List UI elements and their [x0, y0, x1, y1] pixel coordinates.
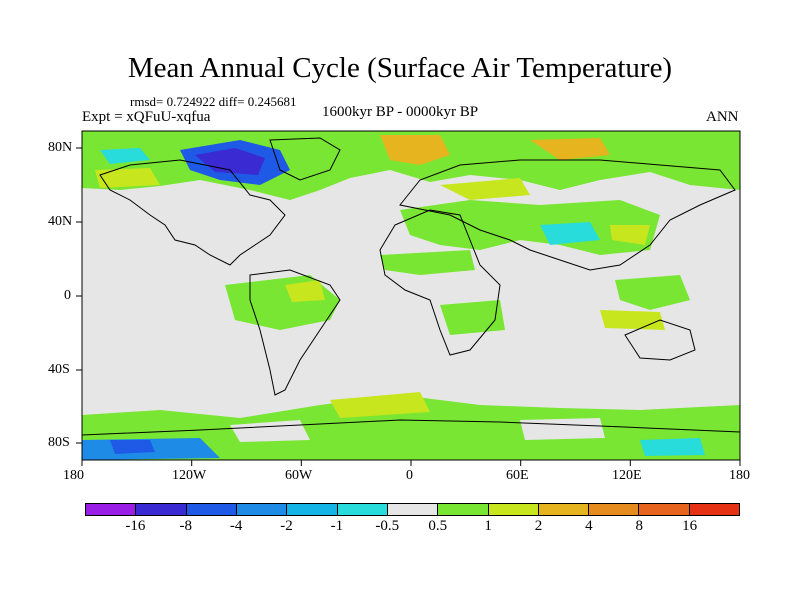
- warm-patch: [380, 135, 450, 165]
- antarctic-anomaly: [82, 395, 740, 460]
- lat-tick-label: 80S: [48, 435, 70, 450]
- colorbar-swatch: [689, 504, 740, 515]
- africa-anomaly: [380, 250, 475, 275]
- colorbar-swatch: [589, 504, 640, 515]
- lon-tick-label: 120E: [612, 468, 642, 483]
- colorbar-swatch: [639, 504, 690, 515]
- colorbar-swatch: [287, 504, 338, 515]
- north-america-coast: [99, 159, 286, 266]
- colorbar-swatch: [236, 504, 288, 515]
- colorbar-swatch: [538, 504, 590, 515]
- colorbar-label: -8: [179, 518, 193, 534]
- maritime-anomaly: [615, 275, 690, 310]
- colorbar-label: -0.5: [375, 518, 400, 534]
- warm-patch: [440, 178, 530, 200]
- lon-tick-label: 120W: [172, 468, 207, 483]
- warm-patch: [95, 168, 160, 188]
- antarctica-coast: [82, 419, 740, 436]
- lon-tick-label: 0: [406, 468, 413, 483]
- colorbar-label: 1: [484, 518, 492, 534]
- australia-coast: [624, 319, 696, 361]
- map-title: Mean Annual Cycle (Surface Air Temperatu…: [127, 52, 673, 84]
- colorbar-swatch: [337, 504, 388, 515]
- lon-tick-label: 60W: [285, 468, 313, 483]
- lon-tick-label: 180: [729, 468, 750, 483]
- colorbar-label: 2: [534, 518, 543, 534]
- cold-anomaly: [110, 440, 155, 454]
- warm-patch: [330, 392, 430, 418]
- lat-tick-label: 0: [64, 288, 71, 303]
- cold-anomaly: [640, 438, 705, 456]
- warm-patch: [600, 310, 665, 330]
- season-label: ANN: [706, 109, 739, 125]
- colorbar: [85, 503, 740, 516]
- colorbar-swatch: [387, 504, 439, 515]
- colorbar-swatch: [438, 504, 489, 515]
- cold-anomaly: [195, 148, 265, 175]
- experiment-label: Expt = xQFuU-xqfua: [82, 109, 211, 125]
- colorbar-swatch: [136, 504, 187, 515]
- axis-ticks: [76, 147, 741, 466]
- warm-patch: [285, 280, 325, 302]
- colorbar-swatch: [488, 504, 539, 515]
- cold-anomaly: [100, 148, 150, 164]
- colorbar-swatch: [86, 504, 137, 515]
- map-field: [82, 131, 740, 460]
- colorbar-label: -1: [330, 518, 344, 534]
- coastlines: [82, 137, 740, 436]
- lon-tick-label: 180: [63, 468, 84, 483]
- colorbar-label: 8: [635, 518, 643, 534]
- lat-tick-label: 80N: [48, 140, 73, 155]
- colorbar-label: -4: [229, 518, 243, 534]
- period-label: 1600kyr BP - 0000kyr BP: [322, 104, 479, 120]
- stats-text: rmsd= 0.724922 diff= 0.245681: [130, 94, 297, 109]
- neutral-patch: [520, 418, 605, 440]
- lat-tick-label: 40N: [48, 214, 73, 229]
- colorbar-label: -2: [280, 518, 293, 534]
- colorbar-swatch: [186, 504, 237, 515]
- africa-coast: [379, 209, 501, 356]
- eurasia-anomaly: [400, 200, 660, 255]
- africa-anomaly: [440, 300, 505, 335]
- warm-patch: [530, 138, 610, 160]
- colorbar-label: 16: [682, 518, 698, 534]
- colorbar-label: 4: [585, 518, 593, 534]
- greenland-coast: [269, 137, 341, 181]
- warm-patch: [610, 225, 650, 245]
- lon-tick-label: 60E: [506, 468, 529, 483]
- eurasia-coast: [399, 159, 736, 271]
- lat-tick-label: 40S: [48, 362, 70, 377]
- cold-anomaly: [540, 222, 600, 245]
- colorbar-label: 0.5: [428, 518, 448, 534]
- south-america-coast: [249, 269, 341, 396]
- colorbar-label: -16: [125, 518, 146, 534]
